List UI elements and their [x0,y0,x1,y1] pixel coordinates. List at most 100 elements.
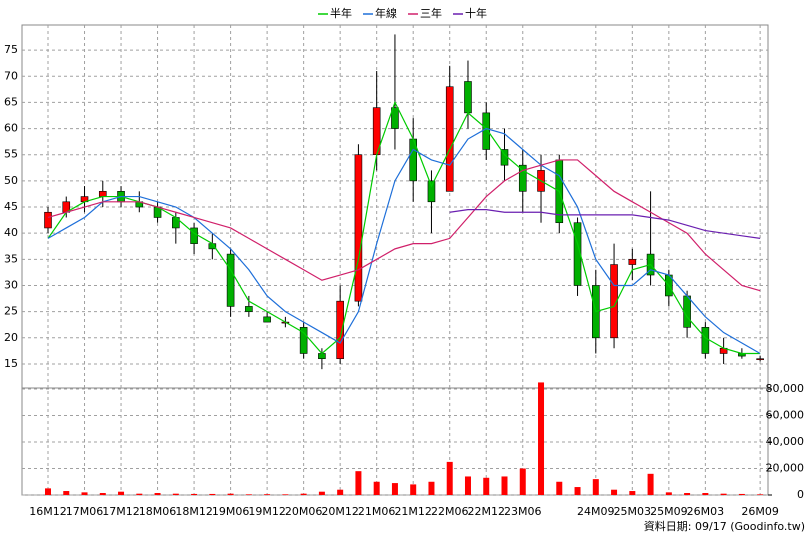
volume-tick-label: 60,000 [766,409,805,422]
y-tick-label: 45 [4,200,18,213]
volume-bar [611,489,618,495]
volume-bar [702,493,709,495]
volume-bar [118,491,125,495]
candle-body [98,191,107,197]
x-tick-label: 18M06 [139,505,177,518]
legend-label: 十年 [465,6,487,20]
candle-body [701,327,710,354]
volume-bar [81,492,88,495]
candle-body [427,180,436,203]
volume-bar [538,382,545,495]
x-tick-label: 26M03 [687,505,725,518]
candle-body [610,264,618,339]
volume-bar [665,492,672,495]
candle-body [226,253,235,307]
x-tick-label: 22M12 [467,505,505,518]
volume-bar [209,493,216,495]
y-tick-label: 65 [4,95,18,108]
volume-tick-label: 20,000 [766,462,805,475]
candle-body [299,327,308,354]
candle-body [756,358,764,361]
x-tick-label: 24M09 [577,505,615,518]
ma-line [449,209,761,239]
x-tick-label: 19M12 [248,505,286,518]
volume-bar [446,461,453,495]
volume-bar [154,493,161,495]
ma-line [47,127,761,354]
volume-tick-label: 40,000 [766,435,805,448]
volume-bar [720,493,727,495]
x-tick-label: 18M12 [175,505,213,518]
candle-body [628,259,637,265]
x-tick-label: 23M06 [504,505,542,518]
y-tick-label: 25 [4,305,18,318]
x-tick-label: 20M12 [321,505,359,518]
volume-bar [99,493,106,495]
volume-bar [45,488,51,495]
candle-body [573,222,582,286]
x-tick-label: 20M06 [285,505,323,518]
volume-bar [574,487,581,495]
volume-tick-label: 80,000 [766,382,805,395]
x-tick-label: 16M12 [29,505,67,518]
y-tick-label: 30 [4,278,18,291]
x-tick-label: 26M09 [741,505,779,518]
x-tick-label: 19M06 [212,505,250,518]
candle-body [391,107,399,129]
volume-bar [355,471,362,495]
candle-body [354,154,363,302]
legend-label: 三年 [420,6,442,20]
candle-body [464,81,472,114]
y-tick-label: 15 [4,357,18,370]
volume-bar [410,484,417,495]
x-tick-label: 17M06 [66,505,104,518]
candle-body [245,306,253,312]
candle-body [518,164,527,192]
volume-bar [227,493,234,495]
legend-label: 半年 [330,6,352,20]
volume-bar [519,468,526,495]
y-tick-label: 35 [4,252,18,265]
x-tick-label: 22M06 [431,505,469,518]
volume-bar [592,479,599,495]
source-note: 資料日期: 09/17 (Goodinfo.tw) [644,519,805,533]
volume-bar [647,473,654,495]
volume-bar [300,493,307,495]
y-tick-label: 55 [4,148,18,161]
y-tick-label: 60 [4,122,18,135]
candle-body [445,86,454,192]
volume-bar [391,483,398,495]
x-tick-label: 25M09 [650,505,688,518]
candle-body [263,316,271,323]
x-tick-label: 21M12 [394,505,432,518]
x-tick-label: 25M03 [614,505,652,518]
volume-bar [464,476,471,495]
ma-line [47,159,761,292]
legend-label: 年線 [375,6,397,20]
ma-line [47,100,761,355]
volume-bar [556,481,563,495]
volume-bar [191,493,198,495]
volume-bar [245,494,252,495]
volume-bar [264,494,271,495]
y-tick-label: 40 [4,226,18,239]
x-tick-label: 21M06 [358,505,396,518]
volume-bar [738,493,745,495]
volume-tick-label: 0 [797,488,804,501]
candle-body [44,211,52,229]
candle-body [336,300,344,360]
y-tick-label: 20 [4,331,18,344]
y-tick-label: 75 [4,43,18,56]
volume-bar [629,491,636,495]
volume-bar [337,489,344,495]
volume-bar [373,481,380,495]
volume-bar [483,477,490,495]
volume-bar [318,491,325,495]
y-tick-label: 70 [4,69,18,82]
x-tick-label: 17M12 [102,505,140,518]
volume-bar [757,494,764,495]
volume-bar [501,476,508,495]
volume-bar [684,493,691,495]
volume-bar [136,493,143,495]
